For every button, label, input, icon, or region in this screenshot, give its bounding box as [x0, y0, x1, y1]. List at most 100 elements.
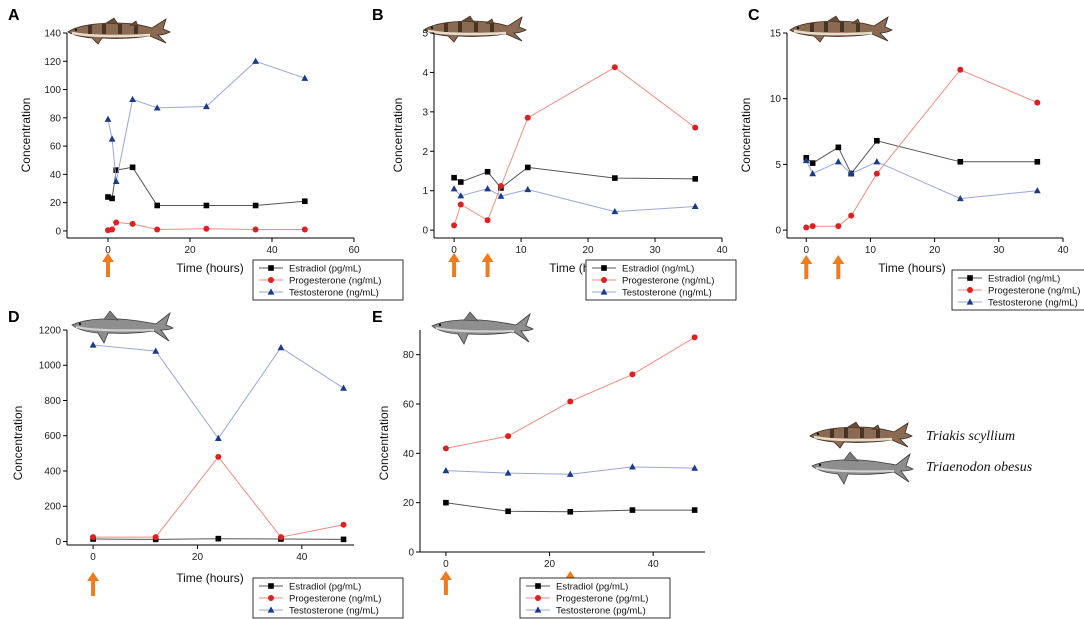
y-tick-label: 100: [44, 85, 61, 96]
series-progesterone: [442, 334, 698, 452]
legend-label-testosterone: Testosterone (pg/mL): [556, 606, 646, 617]
injection-arrow-icon: [87, 572, 100, 596]
data-point-estradiol: [524, 164, 531, 171]
y-tick-label: 400: [44, 466, 61, 477]
data-point-testosterone: [153, 104, 161, 111]
y-tick-label: 0: [55, 537, 61, 548]
x-tick-label: 40: [716, 245, 728, 256]
data-point-progesterone: [873, 170, 880, 177]
data-point-progesterone: [835, 223, 842, 230]
data-point-estradiol: [692, 176, 699, 182]
series-testosterone: [104, 57, 309, 185]
data-point-estradiol: [835, 144, 842, 151]
data-point-testosterone: [108, 135, 116, 142]
data-point-estradiol: [252, 202, 259, 209]
data-point-estradiol: [1034, 158, 1041, 165]
data-point-progesterone: [629, 371, 636, 378]
legend-marker-estradiol: [268, 583, 274, 589]
data-point-progesterone: [113, 219, 120, 226]
data-point-testosterone: [1033, 187, 1041, 194]
data-point-progesterone: [803, 224, 810, 231]
triakis-shark-icon: [808, 420, 914, 450]
triakis-shark-icon: [422, 14, 528, 44]
data-point-testosterone: [252, 57, 259, 64]
data-point-progesterone: [442, 445, 449, 452]
legend-marker-estradiol: [535, 583, 541, 589]
data-point-testosterone: [956, 194, 964, 202]
x-tick-label: 20: [929, 245, 941, 256]
data-point-estradiol: [129, 164, 136, 171]
panel-c: C 0 5 10 15 0 10 20 30 40 Concentration Time (hours…: [739, 7, 1084, 311]
data-point-estradiol: [302, 198, 308, 205]
data-point-progesterone: [301, 226, 308, 233]
legend-label-estradiol: Estradiol (ng/mL): [622, 264, 694, 275]
legend-label-progesterone: Progesterone (ng/mL): [622, 276, 714, 287]
x-tick-label: 0: [451, 245, 457, 256]
legend-label-progesterone: Progesterone (ng/mL): [988, 286, 1080, 297]
data-point-testosterone: [89, 341, 97, 348]
data-point-testosterone: [504, 469, 512, 476]
legend-label-estradiol: Estradiol (pg/mL): [556, 582, 628, 593]
series-line-testosterone: [805, 160, 1038, 200]
legend: Estradiol (pg/mL)Progesterone (ng/mL)Tes…: [252, 259, 404, 301]
panel-letter: D: [8, 309, 20, 326]
injection-arrow-icon: [481, 253, 494, 277]
y-tick-label: 0: [55, 226, 61, 237]
x-axis-title: Time (hours): [176, 571, 244, 585]
data-point-estradiol: [505, 508, 511, 515]
panel-e: E02040608002040ConcentrationTime (hours)…: [372, 309, 705, 619]
y-tick-label: 5: [422, 29, 428, 40]
data-point-testosterone: [629, 463, 636, 470]
x-tick-label: 10: [516, 245, 528, 256]
data-point-testosterone: [104, 115, 112, 122]
y-tick-label: 80: [403, 350, 415, 361]
x-axis-title: Time (hours): [878, 261, 946, 275]
data-point-testosterone: [497, 192, 505, 199]
data-point-progesterone: [567, 398, 574, 405]
data-point-testosterone: [691, 202, 699, 210]
series-progesterone: [803, 66, 1041, 231]
series-line-progesterone: [93, 456, 344, 538]
y-axis-title: Concentration: [377, 406, 391, 481]
y-axis-title: Concentration: [739, 98, 753, 173]
data-point-estradiol: [484, 168, 491, 175]
injection-arrow-icon: [439, 571, 452, 595]
y-axis-title: Concentration: [391, 98, 405, 173]
injection-arrow-icon: [448, 253, 461, 277]
data-point-progesterone: [957, 66, 964, 73]
data-point-progesterone: [152, 534, 159, 541]
y-tick-label: 1: [422, 186, 428, 197]
data-point-estradiol: [567, 508, 574, 515]
data-point-progesterone: [692, 124, 699, 131]
y-tick-label: 600: [44, 431, 61, 442]
data-point-testosterone: [809, 170, 817, 177]
x-tick-label: 0: [105, 245, 111, 256]
data-point-testosterone: [873, 158, 881, 165]
data-point-progesterone: [203, 225, 210, 232]
injection-arrow-icon: [800, 255, 813, 279]
data-point-estradiol: [443, 499, 449, 506]
data-point-progesterone: [484, 217, 491, 224]
legend-label-testosterone: Testosterone (ng/mL): [289, 288, 379, 299]
data-point-testosterone: [203, 102, 210, 110]
data-point-progesterone: [252, 226, 259, 233]
y-tick-label: 1200: [39, 326, 62, 337]
x-tick-label: 40: [648, 559, 660, 570]
data-point-testosterone: [457, 192, 465, 199]
legend-marker-estradiol: [967, 275, 973, 281]
legend-marker-progesterone: [268, 277, 274, 283]
data-point-progesterone: [691, 334, 698, 341]
injection-arrow-icon: [832, 255, 845, 279]
data-point-estradiol: [105, 194, 111, 200]
series-line-testosterone: [107, 60, 305, 182]
panel-letter: B: [372, 7, 384, 24]
y-tick-label: 140: [44, 29, 61, 40]
data-point-progesterone: [90, 534, 97, 541]
y-tick-label: 40: [50, 170, 62, 181]
data-point-testosterone: [442, 467, 450, 474]
series-line-testosterone: [93, 344, 344, 440]
x-tick-label: 40: [296, 552, 308, 563]
data-point-testosterone: [277, 344, 285, 351]
series-progesterone: [105, 219, 308, 234]
